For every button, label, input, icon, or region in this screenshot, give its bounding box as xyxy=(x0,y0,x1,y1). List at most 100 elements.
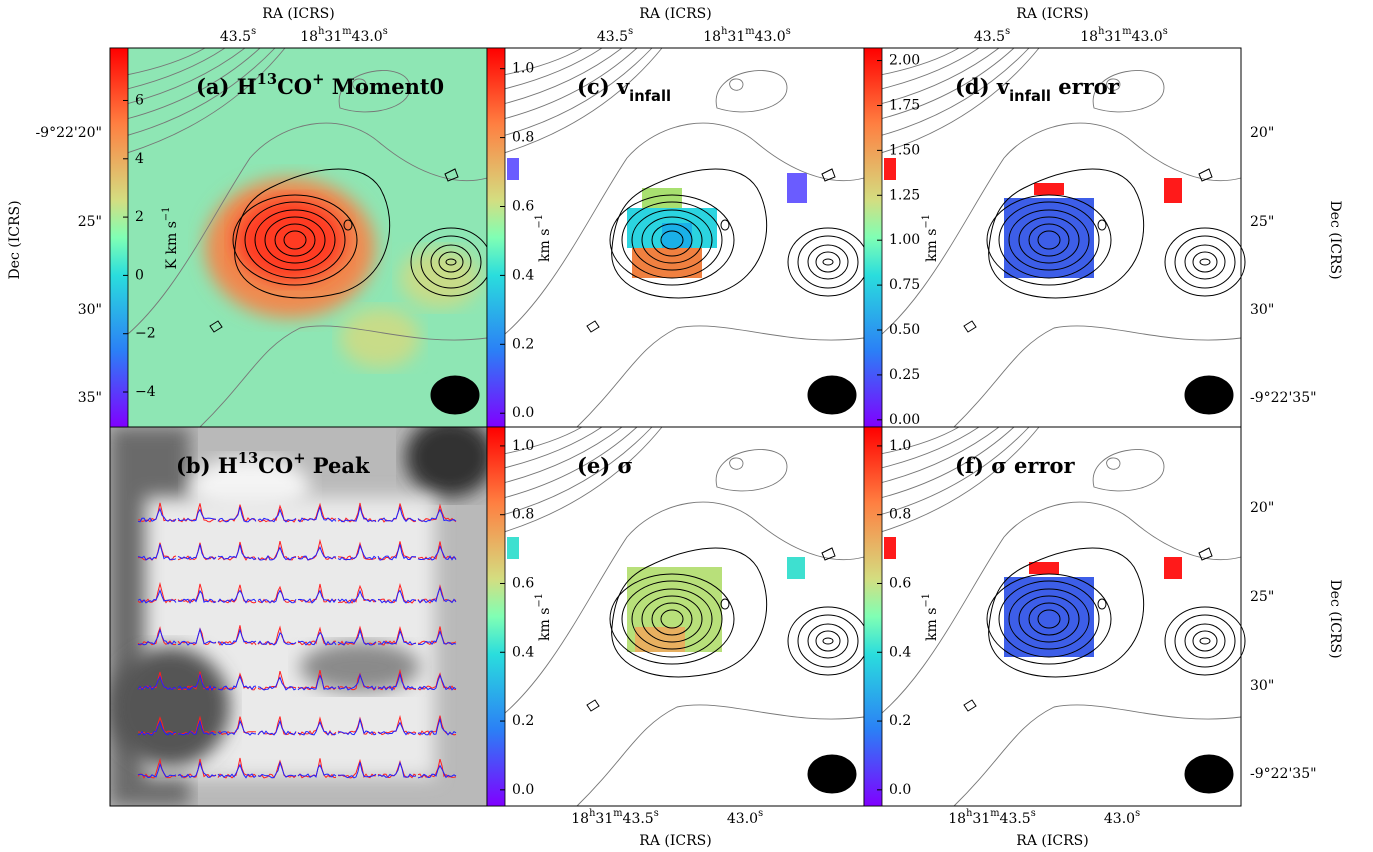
spectrum xyxy=(137,544,177,561)
text-segment: + xyxy=(293,450,305,467)
spectrum xyxy=(417,508,457,523)
text-segment: (d) v xyxy=(955,74,1010,99)
dec-tick-label: 25" xyxy=(1250,589,1274,605)
spectrum xyxy=(257,760,297,779)
dec-tick-label: 30" xyxy=(1250,678,1274,694)
colorbar-tick-label: 1.50 xyxy=(889,142,920,158)
colorbar-tick-label: 0.8 xyxy=(512,130,534,146)
spectrum xyxy=(377,760,417,779)
colorbar-tick-label: 1.0 xyxy=(889,438,911,454)
spectrum xyxy=(257,759,297,779)
spectrum xyxy=(177,672,217,691)
ra-axis-label: RA (ICRS) xyxy=(262,6,334,22)
dec-axis-label: Dec (ICRS) xyxy=(1327,200,1343,279)
colorbar-tick-label: 2 xyxy=(135,209,144,225)
dec-tick-label: -9°22'20" xyxy=(35,125,102,141)
ra-axis-label: RA (ICRS) xyxy=(639,833,711,849)
spectrum xyxy=(377,629,417,646)
colorbar-label: km s−1 xyxy=(921,214,940,262)
spectrum xyxy=(177,761,217,779)
spectrum xyxy=(417,758,457,779)
panel-title: (f) σ error xyxy=(955,453,1076,478)
spectrum xyxy=(337,505,377,523)
colorbar-tick-label: 0.75 xyxy=(889,277,920,293)
spectrum xyxy=(417,764,457,779)
text-segment: (e) σ xyxy=(577,453,633,478)
spectrum xyxy=(377,589,417,604)
spectrum xyxy=(177,589,217,604)
colorbar-tick-label: 1.00 xyxy=(889,232,920,248)
colorbar xyxy=(109,47,129,428)
spectrum xyxy=(337,758,377,779)
panel-title: (c) vinfall xyxy=(577,74,671,105)
colorbar xyxy=(863,426,883,807)
dec-axis-label: Dec (ICRS) xyxy=(1327,579,1343,658)
colorbar-tick-label: 0.6 xyxy=(512,198,534,214)
spectrum xyxy=(137,720,177,736)
text-segment: (c) v xyxy=(577,74,630,99)
spectrum xyxy=(137,716,177,735)
text-segment: (a) H xyxy=(196,74,257,99)
ra-tick-label: 43.5s xyxy=(597,26,633,45)
dec-tick-label: -9°22'35" xyxy=(1250,390,1317,406)
text-segment: km s xyxy=(924,229,940,262)
ra-tick-label: 18h31m43.0s xyxy=(300,26,387,45)
colorbar-tick-label: 0.00 xyxy=(889,412,920,428)
ra-tick-label: 18h31m43.5s xyxy=(948,808,1035,827)
text-segment: (f) σ error xyxy=(955,453,1076,478)
map-f xyxy=(863,426,1246,807)
map-b xyxy=(110,427,487,806)
spectrum xyxy=(417,630,457,646)
spectrum xyxy=(377,721,417,736)
spectrum xyxy=(417,674,457,691)
spectrum xyxy=(417,586,457,604)
colorbar-tick-label: 0.0 xyxy=(512,782,534,798)
colorbar-tick-label: 2.00 xyxy=(889,53,920,69)
colorbar-tick-label: 1.25 xyxy=(889,187,920,203)
colorbar-label: km s−1 xyxy=(534,214,553,262)
spectrum xyxy=(297,546,337,561)
colorbar-tick-label: 0 xyxy=(135,267,144,283)
spectrum xyxy=(297,764,337,778)
spectrum xyxy=(257,546,296,561)
text-segment: km s xyxy=(537,608,553,641)
spectrum xyxy=(257,589,297,604)
spectrum xyxy=(297,505,337,523)
spectrum xyxy=(217,675,257,691)
spectrum xyxy=(377,505,416,523)
text-segment: Moment0 xyxy=(324,74,444,99)
spectrum xyxy=(337,544,377,561)
dec-tick-label: 30" xyxy=(1250,302,1274,318)
dec-tick-label: 25" xyxy=(78,214,102,230)
spectrum xyxy=(217,544,257,561)
text-segment: km s xyxy=(924,608,940,641)
spectrum xyxy=(257,676,297,691)
colorbar-label: K km s−1 xyxy=(161,207,180,270)
spectrum xyxy=(337,762,377,779)
colorbar-tick-label: 0.6 xyxy=(512,575,534,591)
dec-tick-label: -9°22'35" xyxy=(1250,766,1317,782)
text-segment: −1 xyxy=(534,593,545,607)
spectrum xyxy=(137,628,177,646)
colorbar-tick-label: 0.25 xyxy=(889,367,920,383)
ra-tick-label: 43.5s xyxy=(974,26,1010,45)
spectrum xyxy=(377,544,416,561)
ra-tick-label: 18h31m43.0s xyxy=(703,26,790,45)
colorbar-tick-label: 0.8 xyxy=(889,507,911,523)
spectrum xyxy=(257,631,297,646)
colorbar-tick-label: 0.4 xyxy=(512,644,534,660)
colorbar-tick-label: 0.6 xyxy=(889,575,911,591)
dec-tick-label: 20" xyxy=(1250,500,1274,516)
spectrum xyxy=(337,628,377,646)
text-segment: −1 xyxy=(534,214,545,228)
spectrum xyxy=(137,757,177,779)
ra-axis-label: RA (ICRS) xyxy=(1016,833,1088,849)
ra-tick-label: 43.0s xyxy=(1104,808,1140,827)
spectrum xyxy=(297,589,337,604)
spectrum xyxy=(257,508,297,523)
colorbar-tick-label: 0.50 xyxy=(889,322,920,338)
colorbar-tick-label: −4 xyxy=(135,384,156,400)
spectrum xyxy=(137,675,177,691)
text-segment: K km s xyxy=(164,221,180,269)
text-segment: CO xyxy=(277,74,312,99)
